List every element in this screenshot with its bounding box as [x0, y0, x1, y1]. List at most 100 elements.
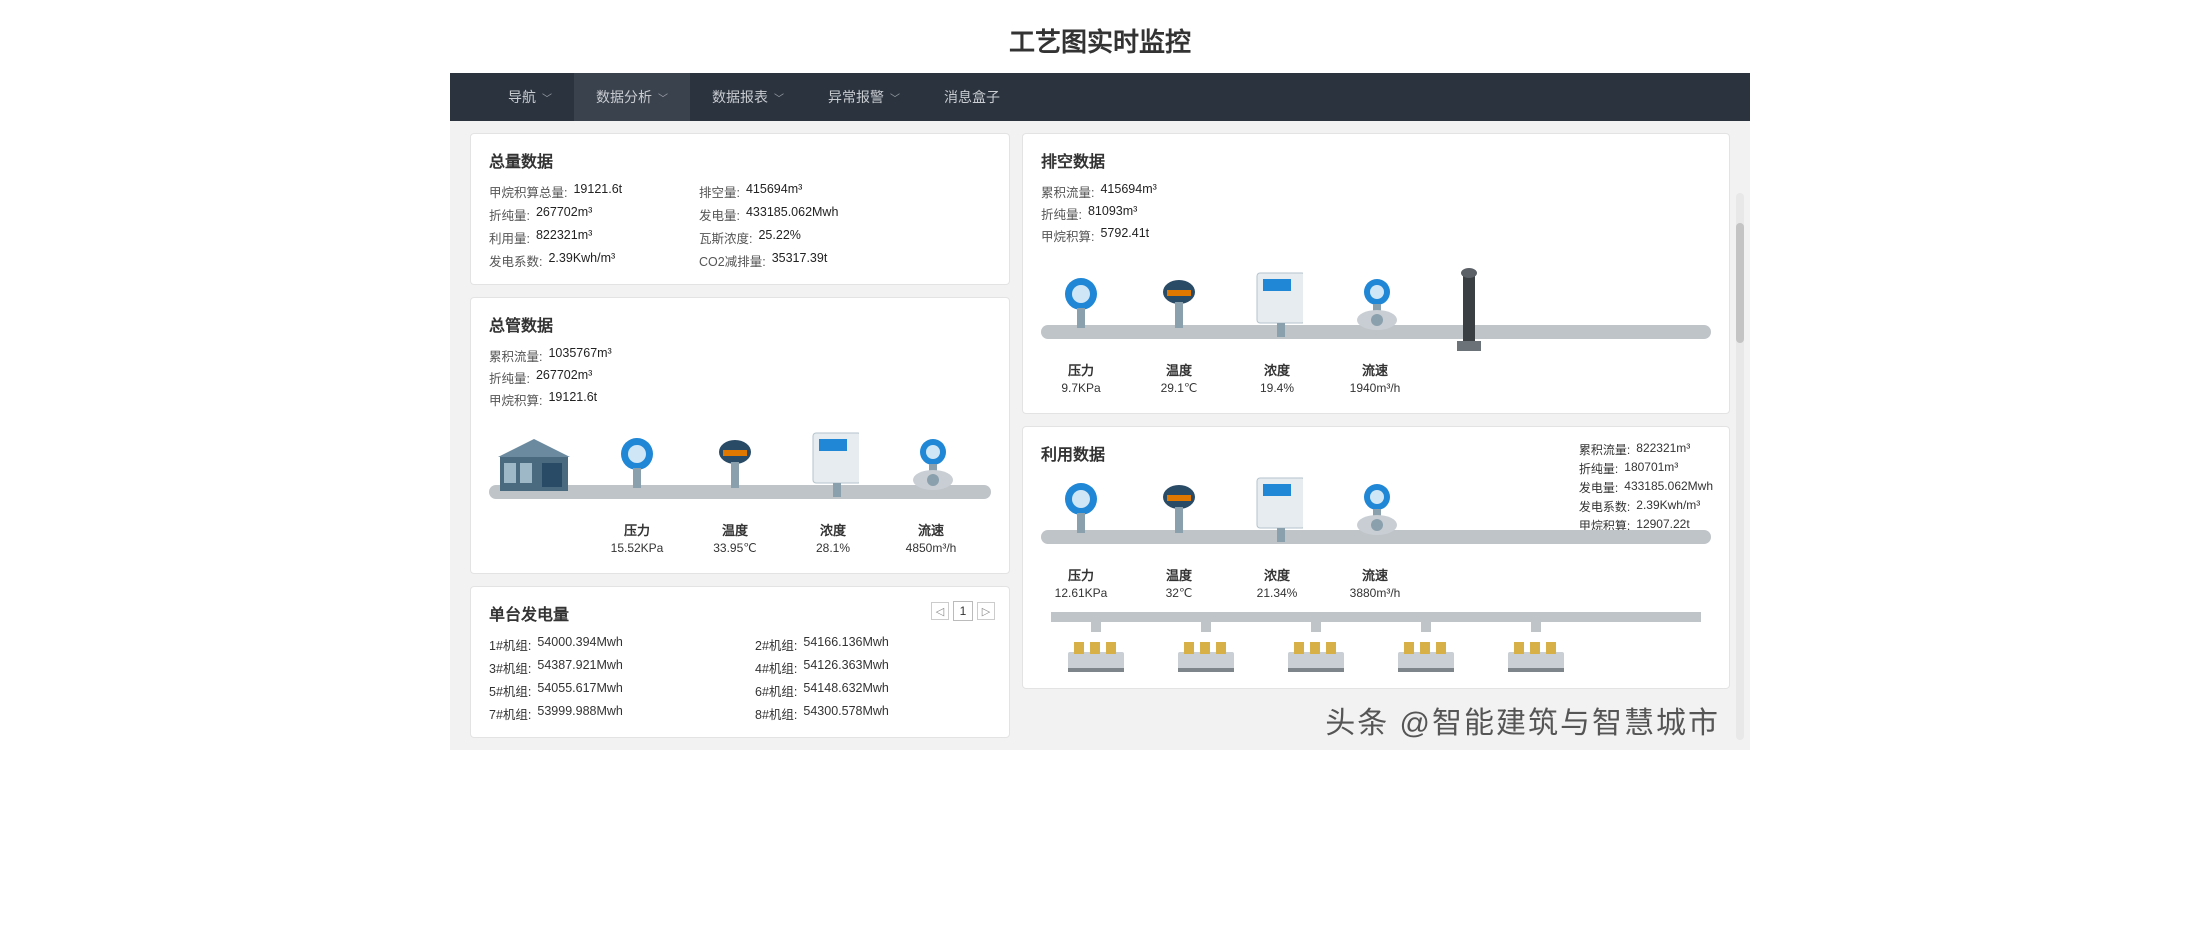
data-row: 折纯量:180701m³ — [1579, 460, 1713, 477]
temperature-gauge-icon — [1153, 483, 1205, 535]
concentration-gauge-icon — [807, 438, 859, 490]
sensor-pressure: 压力12.61KPa — [1041, 483, 1121, 600]
pressure-gauge-icon — [1055, 278, 1107, 330]
app-window: 导航﹀数据分析﹀数据报表﹀异常报警﹀消息盒子 总量数据 甲烷积算总量:19121… — [450, 73, 1750, 750]
unit-label: 6#机组: — [755, 681, 797, 700]
temperature-gauge-icon — [709, 438, 761, 490]
sensor-value: 19.4% — [1260, 381, 1294, 395]
unit-value: 53999.988Mwh — [537, 704, 622, 723]
sensor-temperature: 温度32℃ — [1139, 483, 1219, 600]
sensor-concentration: 浓度21.34% — [1237, 483, 1317, 600]
sensor-value: 21.34% — [1257, 586, 1298, 600]
sensor-value: 15.52KPa — [611, 541, 664, 555]
sensor-flow: 流速 4850m³/h — [891, 438, 971, 555]
pump-station-icon — [489, 427, 579, 555]
nav-label: 异常报警 — [828, 87, 884, 107]
vent-tower-icon — [1433, 263, 1489, 395]
data-label: 累积流量: — [1579, 441, 1630, 458]
concentration-gauge-icon — [1251, 483, 1303, 535]
pressure-gauge-icon — [611, 438, 663, 490]
nav-label: 数据报表 — [712, 87, 768, 107]
nav-label: 消息盒子 — [944, 87, 1000, 107]
sensor-value: 28.1% — [816, 541, 850, 555]
chevron-down-icon: ﹀ — [658, 90, 668, 105]
nav-item-4[interactable]: 消息盒子 — [922, 73, 1022, 121]
data-value: 267702m³ — [536, 205, 592, 224]
sensor-temperature: 温度29.1℃ — [1139, 278, 1219, 395]
total-data-card: 总量数据 甲烷积算总量:19121.6t排空量:415694m³折纯量:2677… — [470, 133, 1010, 285]
data-value: 415694m³ — [1100, 182, 1156, 201]
sensor-label: 浓度 — [1264, 360, 1290, 379]
data-label: 瓦斯浓度: — [699, 228, 752, 247]
unit-label: 2#机组: — [755, 635, 797, 654]
unit-label: 1#机组: — [489, 635, 531, 654]
nav-item-2[interactable]: 数据报表 ﹀ — [690, 73, 806, 121]
flow-gauge-icon — [1349, 483, 1401, 535]
vent-data-card: 排空数据 累积流量:415694m³折纯量:81093m³甲烷积算:5792.4… — [1022, 133, 1730, 414]
nav-label: 数据分析 — [596, 87, 652, 107]
unit-value: 54166.136Mwh — [803, 635, 888, 654]
nav-item-1[interactable]: 数据分析 ﹀ — [574, 73, 690, 121]
data-row: 发电系数: 2.39Kwh/m³ — [489, 251, 659, 270]
data-row: 累积流量:1035767m³ — [489, 346, 991, 365]
nav-item-0[interactable]: 导航﹀ — [486, 73, 574, 121]
unit-label: 8#机组: — [755, 704, 797, 723]
data-row: 累积流量:415694m³ — [1041, 182, 1711, 201]
data-label: 发电系数: — [489, 251, 542, 270]
sensor-temperature: 温度33.95℃ — [695, 438, 775, 555]
data-label: 折纯量: — [489, 368, 530, 387]
sensor-label: 流速 — [1362, 565, 1388, 584]
nav-item-3[interactable]: 异常报警﹀ — [806, 73, 922, 121]
generation-title: 单台发电量 — [489, 601, 991, 625]
data-row: 排空量:415694m³ — [699, 182, 869, 201]
data-value: 5792.41t — [1100, 226, 1149, 245]
data-value: 2.39Kwh/m³ — [548, 251, 615, 270]
sensor-value: 32℃ — [1166, 586, 1193, 600]
navbar: 导航﹀ 数据分析 ﹀ 数据报表 ﹀ 异常报警﹀ 消息盒子 — [450, 73, 1750, 121]
flow-gauge-icon — [905, 438, 957, 490]
generation-card: 单台发电量 ◁ 1 ▷ 1#机组: 54000.394Mwh 2#机组: 54166.… — [470, 586, 1010, 738]
concentration-gauge-icon — [1251, 278, 1303, 330]
pager-page: 1 — [953, 601, 973, 621]
data-label: 排空量: — [699, 182, 740, 201]
scrollbar[interactable] — [1736, 193, 1744, 740]
data-row: 折纯量:81093m³ — [1041, 204, 1711, 223]
data-row: 甲烷积算:5792.41t — [1041, 226, 1711, 245]
data-row: CO2减排量:35317.39t — [699, 251, 869, 270]
data-row: 累积流量:822321m³ — [1579, 441, 1713, 458]
content-area: 总量数据 甲烷积算总量:19121.6t排空量:415694m³折纯量:2677… — [450, 121, 1750, 738]
generation-row: 6#机组: 54148.632Mwh — [755, 681, 991, 700]
data-row: 利用量:822321m³ — [489, 228, 659, 247]
data-value: 1035767m³ — [548, 346, 611, 365]
unit-label: 3#机组: — [489, 658, 531, 677]
sensor-label: 压力 — [1068, 360, 1094, 379]
data-label: CO2减排量: — [699, 251, 766, 270]
unit-value: 54148.632Mwh — [803, 681, 888, 700]
sensor-label: 浓度 — [820, 520, 846, 539]
data-label: 发电量: — [699, 205, 740, 224]
data-value: 19121.6t — [548, 390, 597, 409]
pager-prev[interactable]: ◁ — [931, 602, 949, 620]
chevron-down-icon: ﹀ — [774, 90, 784, 105]
sensor-label: 流速 — [918, 520, 944, 539]
sensor-value: 4850m³/h — [906, 541, 957, 555]
engine-unit — [1391, 618, 1461, 674]
sensor-label: 温度 — [1166, 360, 1192, 379]
data-label: 折纯量: — [1579, 460, 1618, 477]
pager-next[interactable]: ▷ — [977, 602, 995, 620]
data-label: 甲烷积算: — [489, 390, 542, 409]
data-label: 折纯量: — [489, 205, 530, 224]
sensor-value: 12.61KPa — [1055, 586, 1108, 600]
data-label: 甲烷积算总量: — [489, 182, 567, 201]
generation-row: 3#机组:54387.921Mwh — [489, 658, 725, 677]
pager: ◁ 1 ▷ — [931, 601, 995, 621]
watermark-text: 头条 @智能建筑与智慧城市 — [1325, 698, 1720, 742]
sensor-concentration: 浓度 19.4% — [1237, 278, 1317, 395]
engine-unit — [1061, 618, 1131, 674]
sensor-value: 9.7KPa — [1061, 381, 1100, 395]
unit-label: 7#机组: — [489, 704, 531, 723]
unit-value: 54000.394Mwh — [537, 635, 622, 654]
data-value: 822321m³ — [536, 228, 592, 247]
engine-unit — [1501, 618, 1571, 674]
data-value: 25.22% — [758, 228, 800, 247]
